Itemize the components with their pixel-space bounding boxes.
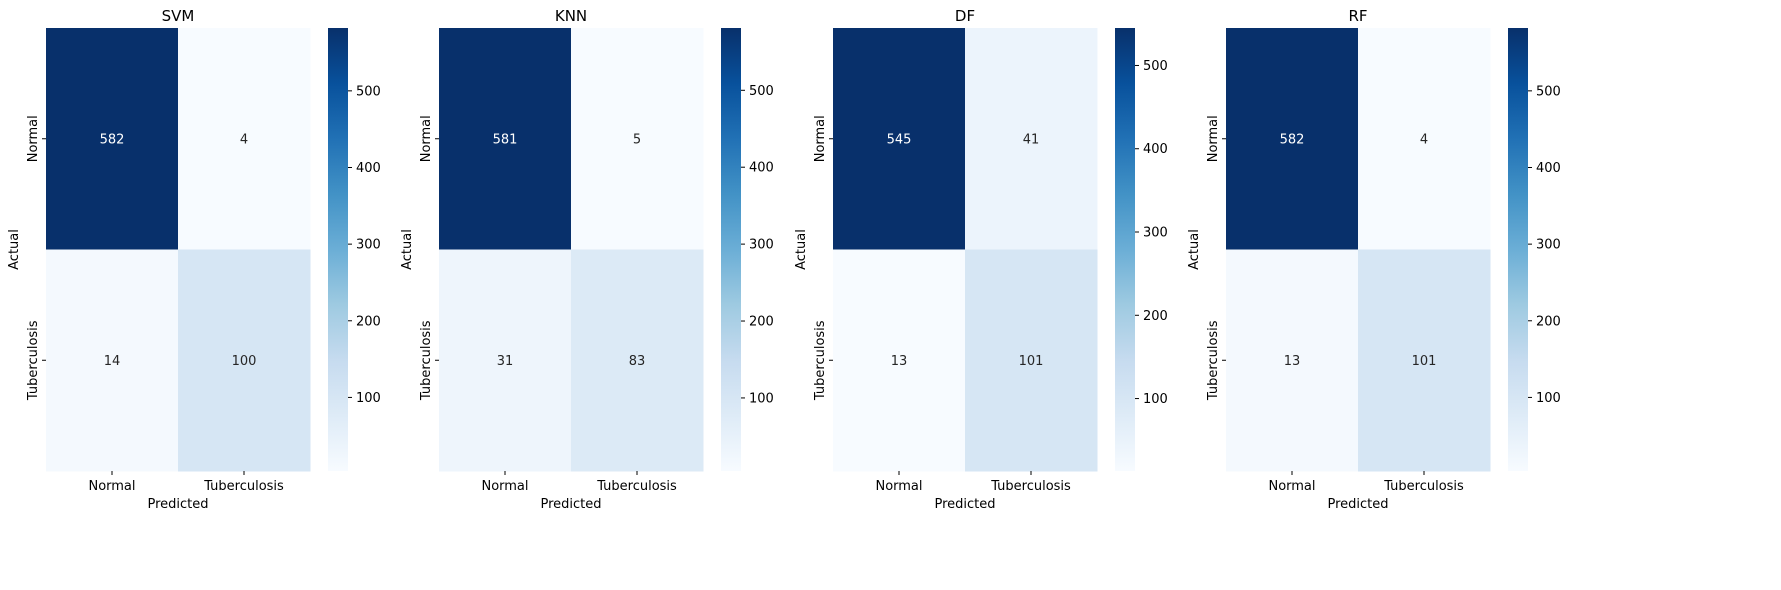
colorbar (1508, 28, 1528, 471)
heatmap-cell (46, 249, 179, 472)
y-axis-label: Actual (1187, 229, 1202, 270)
x-tick-label: Normal (481, 479, 528, 494)
heatmap-cell (1358, 249, 1491, 472)
x-axis-label: Predicted (934, 497, 995, 512)
colorbar-tick-label: 100 (1143, 392, 1168, 407)
heatmap-cell (571, 249, 704, 472)
colorbar-tick-label: 500 (1536, 84, 1561, 99)
x-tick-label: Tuberculosis (203, 479, 284, 494)
y-axis-label: Actual (400, 229, 415, 270)
colorbar-tick-label: 200 (1143, 309, 1168, 324)
cell-value-label: 13 (891, 354, 908, 369)
cell-value-label: 582 (1280, 132, 1305, 147)
x-tick-label: Tuberculosis (990, 479, 1071, 494)
colorbar-tick-label: 300 (356, 238, 381, 253)
colorbar (328, 28, 348, 471)
chart-title: RF (1348, 7, 1367, 25)
cell-value-label: 101 (1412, 354, 1437, 369)
colorbar-tick-label: 400 (1143, 142, 1168, 157)
colorbar-tick-label: 400 (749, 161, 774, 176)
colorbar-tick-label: 400 (1536, 161, 1561, 176)
heatmap-panel-rf: 582 4 13 101 RF Normal Tuberculosis Predicted No… (1187, 7, 1561, 512)
heatmap-cell (571, 28, 704, 250)
y-tick-label: Normal (1206, 115, 1221, 162)
y-tick-label: Normal (26, 115, 41, 162)
colorbar-tick-label: 300 (1143, 226, 1168, 241)
colorbar (721, 28, 741, 471)
cell-value-label: 4 (240, 132, 248, 147)
chart-title: KNN (555, 7, 587, 25)
colorbar-tick-label: 200 (356, 314, 381, 329)
heatmap-panel-svm: 582 4 14 100 SVM Normal Tuberculosis Predicted N… (7, 7, 381, 512)
y-tick-label: Tuberculosis (26, 320, 41, 401)
heatmap-cell (439, 28, 572, 250)
heatmap-cell (178, 28, 311, 250)
x-tick-label: Tuberculosis (596, 479, 677, 494)
colorbar-tick-label: 400 (356, 161, 381, 176)
heatmap-cell (833, 28, 966, 250)
cell-value-label: 41 (1023, 132, 1040, 147)
colorbar-tick-label: 100 (1536, 391, 1561, 406)
x-tick-label: Normal (1268, 479, 1315, 494)
x-tick-label: Normal (88, 479, 135, 494)
heatmap-cell (178, 249, 311, 472)
y-tick-label: Tuberculosis (419, 320, 434, 401)
chart-title: DF (955, 7, 975, 25)
cell-value-label: 545 (887, 132, 912, 147)
cell-value-label: 13 (1284, 354, 1301, 369)
heatmap-cell (46, 28, 179, 250)
heatmap-cell (965, 28, 1098, 250)
chart-title: SVM (162, 7, 195, 25)
heatmap-panel-knn: 581 5 31 83 KNN Normal Tuberculosis Predicted No… (400, 7, 774, 512)
cell-value-label: 31 (497, 354, 514, 369)
cell-value-label: 5 (633, 132, 641, 147)
heatmap-cell (439, 249, 572, 472)
colorbar-tick-label: 500 (356, 84, 381, 99)
heatmap-cell (833, 249, 966, 472)
cell-value-label: 101 (1019, 354, 1044, 369)
y-tick-label: Normal (813, 115, 828, 162)
colorbar (1115, 28, 1135, 471)
cell-value-label: 581 (493, 132, 518, 147)
y-axis-label: Actual (794, 229, 809, 270)
colorbar-tick-label: 300 (1536, 238, 1561, 253)
heatmap-cell (1358, 28, 1491, 250)
x-axis-label: Predicted (147, 497, 208, 512)
x-tick-label: Normal (875, 479, 922, 494)
x-axis-label: Predicted (540, 497, 601, 512)
y-tick-label: Normal (419, 115, 434, 162)
heatmap-cell (1226, 249, 1359, 472)
colorbar-tick-label: 500 (749, 84, 774, 99)
x-axis-label: Predicted (1327, 497, 1388, 512)
colorbar-tick-label: 200 (1536, 314, 1561, 329)
cell-value-label: 14 (104, 354, 121, 369)
colorbar-tick-label: 100 (749, 391, 774, 406)
y-axis-label: Actual (7, 229, 22, 270)
cell-value-label: 4 (1420, 132, 1428, 147)
colorbar-tick-label: 300 (749, 238, 774, 253)
y-tick-label: Tuberculosis (1206, 320, 1221, 401)
heatmap-panel-df: 545 41 13 101 DF Normal Tuberculosis Predicted N… (794, 7, 1168, 512)
y-tick-label: Tuberculosis (813, 320, 828, 401)
cell-value-label: 582 (100, 132, 125, 147)
colorbar-tick-label: 100 (356, 391, 381, 406)
cell-value-label: 83 (629, 354, 646, 369)
colorbar-tick-label: 200 (749, 315, 774, 330)
heatmap-cell (1226, 28, 1359, 250)
colorbar-tick-label: 500 (1143, 59, 1168, 74)
cell-value-label: 100 (232, 354, 257, 369)
x-tick-label: Tuberculosis (1383, 479, 1464, 494)
heatmap-cell (965, 249, 1098, 472)
